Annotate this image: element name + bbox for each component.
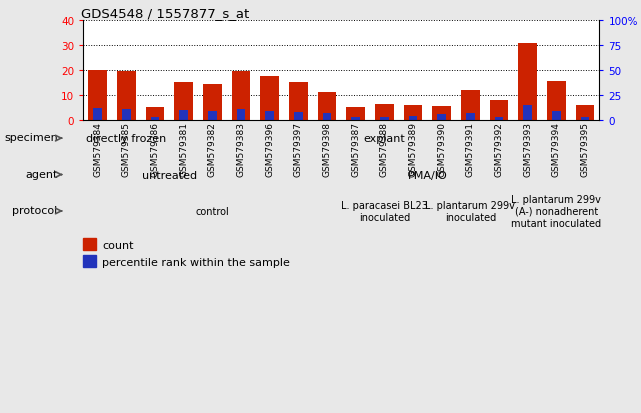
Text: L. paracasei BL23
inoculated: L. paracasei BL23 inoculated: [341, 200, 428, 223]
Text: specimen: specimen: [4, 133, 58, 143]
Bar: [490, 101, 508, 121]
Bar: [404, 106, 422, 121]
Bar: [318, 93, 337, 121]
Bar: [576, 106, 594, 121]
Bar: [203, 84, 222, 121]
Bar: [174, 83, 193, 121]
Bar: [432, 107, 451, 121]
Bar: [581, 118, 589, 121]
Bar: [88, 71, 107, 121]
Bar: [208, 112, 217, 121]
Bar: [94, 109, 102, 121]
Bar: [146, 108, 164, 121]
Bar: [237, 110, 246, 121]
Bar: [151, 118, 159, 121]
Bar: [552, 112, 560, 121]
Bar: [83, 239, 96, 250]
Bar: [519, 44, 537, 121]
Bar: [294, 113, 303, 121]
Text: count: count: [102, 240, 133, 250]
Text: L. plantarum 299v
inoculated: L. plantarum 299v inoculated: [426, 200, 515, 223]
Bar: [117, 72, 136, 121]
Text: agent: agent: [25, 169, 58, 179]
Text: percentile rank within the sample: percentile rank within the sample: [102, 257, 290, 267]
Bar: [289, 83, 308, 121]
Bar: [437, 114, 446, 121]
Text: PMA/IO: PMA/IO: [408, 170, 447, 180]
Bar: [409, 116, 417, 121]
Bar: [323, 114, 331, 121]
Text: explant: explant: [363, 134, 405, 144]
Text: directly frozen: directly frozen: [86, 134, 167, 144]
Bar: [83, 255, 96, 267]
Text: GDS4548 / 1557877_s_at: GDS4548 / 1557877_s_at: [81, 7, 249, 19]
Bar: [265, 112, 274, 121]
Bar: [461, 90, 479, 121]
Text: control: control: [196, 206, 229, 216]
Bar: [179, 111, 188, 121]
Bar: [495, 118, 503, 121]
Bar: [351, 118, 360, 121]
Text: protocol: protocol: [12, 206, 58, 216]
Bar: [524, 106, 532, 121]
Bar: [547, 82, 565, 121]
Bar: [122, 109, 131, 121]
Text: L. plantarum 299v
(A-) nonadherent
mutant inoculated: L. plantarum 299v (A-) nonadherent mutan…: [512, 194, 601, 229]
Bar: [346, 108, 365, 121]
Bar: [380, 118, 388, 121]
Bar: [231, 72, 251, 121]
Bar: [260, 77, 279, 121]
Text: untreated: untreated: [142, 170, 197, 180]
Bar: [466, 114, 474, 121]
Bar: [375, 104, 394, 121]
